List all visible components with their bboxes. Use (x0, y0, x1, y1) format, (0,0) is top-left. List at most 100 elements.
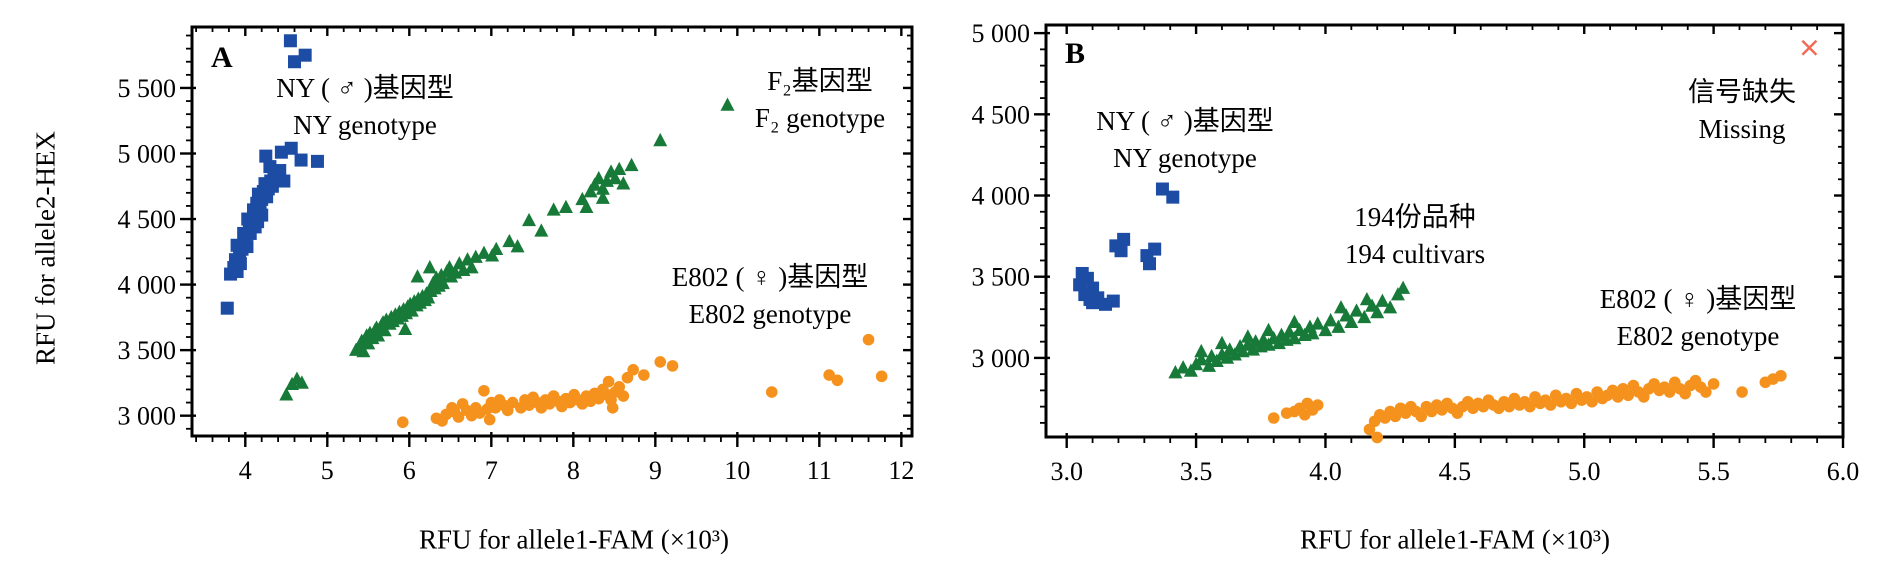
x-tick-label-b: 3.0 (1050, 457, 1083, 486)
label-line-en: Missing (1698, 114, 1786, 144)
point-circle-e802-genotype (606, 402, 619, 414)
point-triangle-194-cultivars (1261, 322, 1276, 337)
point-circle-e802-genotype (456, 398, 469, 410)
label-194-cultivars-b: 194份品种 194 cultivars (1345, 199, 1485, 273)
point-square-ny-genotype (259, 149, 273, 163)
point-triangle-194-cultivars (1396, 280, 1411, 294)
y-tick-label-b: 3 500 (972, 263, 1031, 292)
x-tick-label-a: 5 (321, 456, 334, 485)
point-triangle-194-cultivars (1318, 322, 1333, 337)
point-circle-e802-genotype (396, 416, 409, 429)
point-square-ny-genotype (1075, 266, 1089, 280)
point-circle-e802-genotype (1524, 400, 1536, 413)
label-line-en: 194 cultivars (1344, 239, 1486, 269)
point-square-ny-genotype (240, 240, 254, 254)
label-line-en: E802 genotype (688, 299, 852, 329)
point-triangle-194-cultivars (1202, 358, 1217, 372)
point-circle-e802-genotype (1707, 378, 1720, 390)
label-line-en: F₂ genotype (754, 103, 886, 133)
point-square-ny-genotype (1106, 294, 1120, 308)
x-tick-label-b: 4.5 (1439, 457, 1472, 486)
label-ny-genotype-b: NY ( ♂ )基因型 NY genotype (1096, 103, 1273, 177)
point-triangle-f-genotype (410, 269, 425, 283)
point-circle-e802-genotype (1700, 386, 1712, 398)
point-triangle-f-genotype (595, 190, 610, 204)
point-triangle-f-genotype (608, 170, 623, 185)
point-square-ny-genotype (1148, 242, 1162, 256)
point-triangle-f-genotype (653, 132, 668, 147)
panel-label-b: B (1065, 37, 1086, 70)
point-triangle-194-cultivars (1383, 300, 1398, 314)
point-triangle-f-genotype (579, 199, 594, 214)
point-triangle-f-genotype (616, 176, 631, 190)
point-square-ny-genotype (274, 145, 288, 159)
point-circle-e802-genotype (1775, 369, 1787, 382)
label-line-cn: 194份品种 (1354, 202, 1476, 232)
y-tick-label-b: 5 000 (972, 19, 1031, 48)
point-triangle-194-cultivars (1305, 326, 1320, 340)
point-triangle-f-genotype (510, 239, 525, 253)
point-triangle-194-cultivars (1370, 304, 1385, 319)
point-square-ny-genotype (1117, 232, 1131, 246)
label-f2-genotype-a: F₂基因型 F₂ genotype (755, 63, 885, 137)
label-line-cn: NY ( ♂ )基因型 (276, 73, 454, 103)
point-circle-e802-genotype (483, 413, 496, 426)
point-square-ny-genotype (277, 174, 291, 188)
point-triangle-194-cultivars (1240, 329, 1255, 343)
point-circle-e802-genotype (452, 411, 465, 423)
point-triangle-f-genotype (720, 97, 735, 111)
point-circle-e802-genotype (1311, 399, 1324, 411)
point-circle-e802-genotype (1565, 397, 1578, 410)
point-triangle-194-cultivars (1168, 365, 1183, 379)
point-triangle-f-genotype (356, 343, 371, 358)
point-circle-e802-genotype (831, 374, 844, 387)
point-circle-e802-genotype (617, 390, 630, 402)
point-circle-e802-genotype (1544, 399, 1557, 411)
label-line-en: NY genotype (1113, 143, 1257, 173)
x-tick-label-b: 3.5 (1180, 457, 1213, 486)
point-circle-e802-genotype (1622, 389, 1635, 402)
point-square-ny-genotype (273, 164, 287, 178)
point-square-ny-genotype (288, 55, 302, 69)
point-square-ny-genotype (248, 220, 262, 234)
point-circle-e802-genotype (446, 402, 458, 414)
y-tick-label-a: 4 000 (118, 271, 177, 300)
y-tick-label-a: 3 500 (118, 336, 177, 365)
point-x-missing (1801, 39, 1818, 56)
point-triangle-f-genotype (434, 267, 449, 282)
point-square-ny-genotype (1166, 190, 1180, 204)
point-circle-e802-genotype (765, 386, 778, 398)
point-triangle-194-cultivars (1310, 316, 1325, 330)
point-circle-e802-genotype (1736, 386, 1748, 398)
point-circle-e802-genotype (602, 375, 615, 388)
point-circle-e802-genotype (1586, 395, 1598, 408)
x-axis-title-b: RFU for allele1-FAM (×10³) (1299, 524, 1611, 555)
point-square-ny-genotype (265, 179, 279, 193)
point-square-ny-genotype (283, 34, 297, 48)
point-triangle-f-genotype (546, 202, 561, 216)
y-tick-label-b: 4 000 (972, 182, 1031, 211)
x-tick-label-a: 7 (485, 456, 498, 485)
label-line-cn: E802 ( ♀ )基因型 (671, 262, 869, 292)
x-tick-label-b: 4.0 (1309, 457, 1342, 486)
y-tick-label-a: 5 500 (118, 74, 177, 103)
x-tick-label-a: 6 (403, 456, 416, 485)
point-triangle-f-genotype (489, 241, 504, 255)
point-square-ny-genotype (255, 208, 269, 222)
y-tick-label-a: 5 000 (118, 140, 177, 169)
x-tick-label-b: 5.0 (1568, 457, 1601, 486)
point-triangle-f-genotype (502, 233, 517, 248)
point-circle-e802-genotype (478, 384, 490, 397)
y-axis-title: RFU for allele2-HEX (30, 131, 61, 365)
label-line-en: E802 genotype (1616, 321, 1780, 351)
label-line-cn: NY ( ♂ )基因型 (1096, 106, 1274, 136)
y-tick-label-a: 4 500 (118, 205, 177, 234)
point-triangle-f-genotype (398, 321, 413, 335)
label-line-cn: F₂基因型 (767, 66, 873, 96)
x-tick-label-a: 12 (888, 456, 914, 485)
point-triangle-194-cultivars (1194, 343, 1209, 358)
point-triangle-194-cultivars (1359, 291, 1374, 306)
x-axis-title-a: RFU for allele1-FAM (×10³) (418, 524, 730, 555)
plot-frame-b (1044, 23, 1845, 439)
point-square-ny-genotype (220, 301, 234, 315)
